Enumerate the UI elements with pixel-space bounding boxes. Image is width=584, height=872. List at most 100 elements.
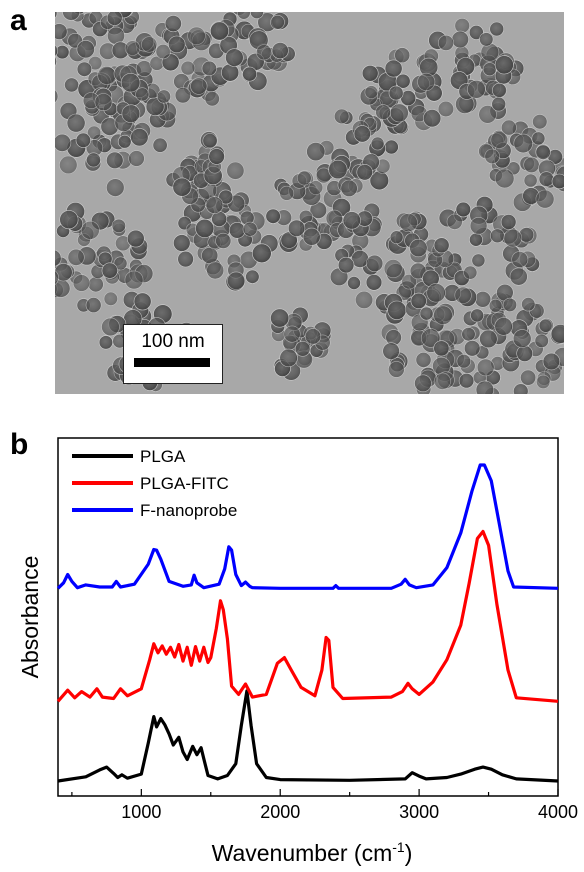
nanoparticle [76,61,92,77]
nanoparticle [542,352,561,371]
nanoparticle [172,177,192,197]
nanoparticle [226,161,245,180]
x-tick-label: 3000 [399,802,439,822]
nanoparticle [467,80,486,99]
nanoparticle [502,297,518,313]
nanoparticle [503,228,523,248]
nanoparticle [59,155,78,175]
nanoparticle [469,217,488,235]
nanoparticle [208,148,225,165]
nanoparticle [59,210,79,230]
nanoparticle [133,292,152,311]
nanoparticle [101,262,118,279]
nanoparticle [468,24,484,40]
nanoparticle [415,351,432,368]
nanoparticle [334,108,350,125]
nanoparticle [111,218,126,233]
nanoparticle [55,89,59,104]
nanoparticle [210,21,230,41]
nanoparticle [174,87,191,104]
nanoparticle [245,269,260,284]
legend-label: PLGA [140,447,186,466]
tem-micrograph: 100 nm [55,12,564,394]
nanoparticle [484,148,500,165]
nanoparticle [389,230,404,244]
nanoparticle [513,383,529,394]
plot-frame [57,437,559,797]
nanoparticle [551,173,564,190]
scale-bar-box: 100 nm [123,324,223,384]
x-tick-label: 1000 [121,802,161,822]
panel-b-label: b [10,428,29,461]
nanoparticle [398,213,418,233]
nanoparticle [388,85,404,101]
nanoparticle [155,43,171,60]
nanoparticle [342,211,361,230]
nanoparticle [164,15,182,33]
nanoparticle [297,170,312,186]
y-axis-label: Absorbance [17,556,43,679]
nanoparticle [388,361,405,378]
nanoparticle [294,340,311,357]
nanoparticle [433,340,450,357]
x-tick-label: 4000 [538,802,578,822]
nanoparticle [394,47,411,64]
nanoparticle [156,89,171,104]
nanoparticle [538,318,553,333]
legend-label: PLGA-FITC [140,474,229,493]
nanoparticle [494,168,515,189]
nanoparticle [201,60,217,77]
nanoparticle [75,132,91,148]
nanoparticle [270,15,285,30]
nanoparticle [470,308,484,323]
nanoparticle [304,328,322,345]
nanoparticle [187,26,206,45]
nanoparticle [414,374,432,393]
nanoparticle [454,286,472,304]
nanoparticle [356,164,373,181]
nanoparticle [409,262,427,280]
nanoparticle [458,373,475,389]
nanoparticle [124,270,144,290]
panel-a-label: a [10,4,27,37]
nanoparticle [121,104,141,123]
series-line-plga [57,689,559,783]
x-tick-label: 2000 [260,802,300,822]
nanoparticle [67,248,85,266]
nanoparticle [535,189,555,209]
nanoparticle [366,254,384,272]
nanoparticle [227,271,246,290]
nanoparticle [535,144,551,160]
nanoparticle [478,105,497,124]
nanoparticle [463,265,478,280]
nanoparticle [242,66,257,82]
nanoparticle [500,214,517,230]
nanoparticle [215,232,232,249]
nanoparticles [55,12,564,394]
nanoparticle [464,340,481,357]
nanoparticle [76,40,95,59]
nanoparticle [205,196,224,214]
nanoparticle [120,72,141,93]
nanoparticle [500,119,517,136]
nanoparticle [302,227,321,246]
nanoparticle [94,93,113,112]
nanoparticle [426,283,446,303]
nanoparticle [98,335,114,350]
x-axis-label: Wavenumber (cm-1) [212,839,413,866]
nanoparticle [55,12,58,19]
nanoparticle [410,292,427,310]
nanoparticle [365,274,383,291]
tem-image [55,12,564,394]
legend-label: F-nanoprobe [140,501,237,520]
nanoparticle [168,35,186,54]
nanoparticle [55,133,72,152]
nanoparticle [206,261,225,280]
nanoparticle [180,60,196,76]
nanoparticle [523,173,538,188]
nanoparticle [347,276,361,290]
nanoparticle [513,133,533,154]
nanoparticle [433,237,450,254]
nanoparticle [433,305,453,325]
